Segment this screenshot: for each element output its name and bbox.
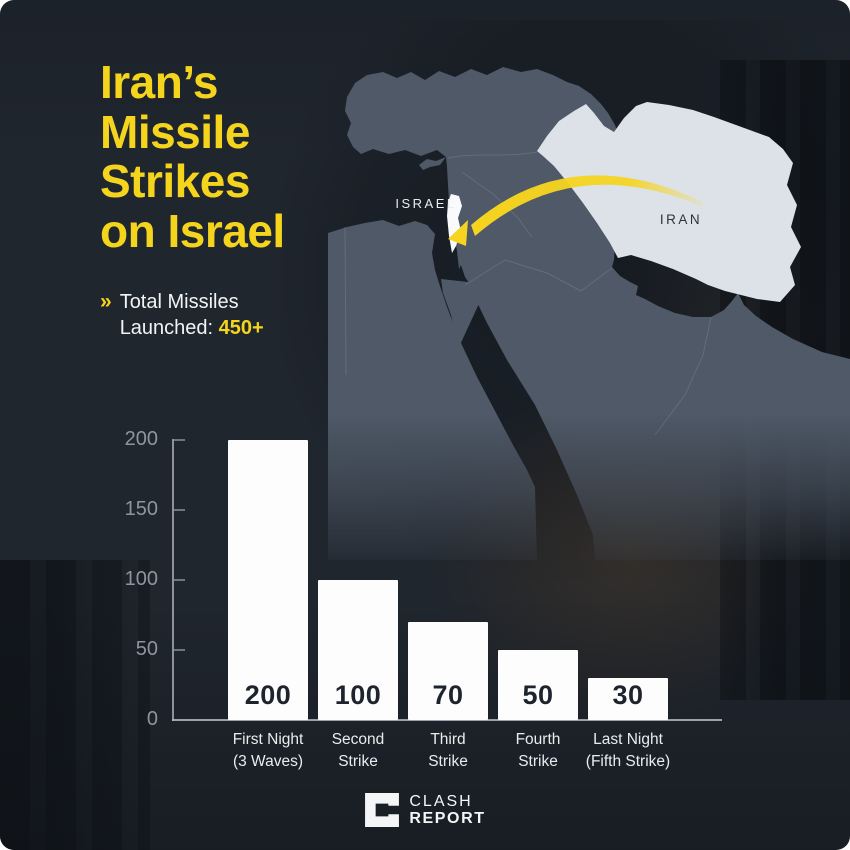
bar-value-label: 30 bbox=[612, 680, 644, 710]
y-tick-label: 100 bbox=[124, 568, 158, 590]
y-tick-label: 0 bbox=[146, 708, 158, 730]
page-title: Iran’s Missile Strikes on Israel bbox=[100, 56, 360, 257]
x-axis-line bbox=[172, 719, 722, 721]
egypt-shape bbox=[328, 220, 537, 560]
category-line: Second bbox=[331, 731, 385, 748]
bar-third-strike: 70 bbox=[408, 622, 488, 720]
sinai-shape bbox=[441, 279, 483, 347]
total-missiles-callout: » Total Missiles Launched: 450+ bbox=[100, 289, 264, 341]
cyprus-shape bbox=[419, 157, 446, 170]
bar-second-strike: 100 bbox=[318, 580, 398, 720]
y-tick-label: 200 bbox=[124, 428, 158, 450]
bar-category-label: Third Strike bbox=[378, 729, 518, 773]
y-tick-mark bbox=[174, 439, 185, 441]
category-line: (3 Waves) bbox=[232, 753, 304, 770]
map-label-israel: ISRAEL bbox=[395, 196, 456, 211]
title-block: Iran’s Missile Strikes on Israel bbox=[100, 56, 360, 257]
bar-category-label: First Night (3 Waves) bbox=[198, 729, 338, 773]
total-missiles-value: 450+ bbox=[218, 317, 264, 339]
bar-value-label: 100 bbox=[334, 680, 382, 710]
y-tick-label: 50 bbox=[135, 638, 158, 660]
y-tick-mark bbox=[174, 509, 185, 511]
category-line: (Fifth Strike) bbox=[585, 753, 671, 770]
missile-arrow-head bbox=[448, 220, 468, 246]
missile-arrow bbox=[471, 175, 703, 236]
bar-category-label: Fourth Strike bbox=[468, 729, 608, 773]
y-tick-mark bbox=[174, 649, 185, 651]
title-line-3: Strikes bbox=[100, 155, 250, 207]
category-line: First Night bbox=[232, 731, 304, 748]
category-line: Strike bbox=[338, 753, 378, 770]
brand-text: CLASH REPORT bbox=[409, 793, 485, 827]
clash-report-logo-icon bbox=[365, 793, 400, 827]
bar-value-label: 50 bbox=[522, 680, 554, 710]
title-line-2: Missile bbox=[100, 105, 250, 158]
category-line: Last Night bbox=[593, 731, 663, 748]
category-line: Strike bbox=[518, 753, 558, 770]
bar-last-night: 30 bbox=[588, 678, 668, 720]
brand-name-clash: CLASH bbox=[409, 793, 473, 810]
iran-shape bbox=[537, 102, 801, 302]
category-line: Strike bbox=[428, 753, 468, 770]
bar-category-label: Last Night (Fifth Strike) bbox=[558, 729, 698, 773]
landmass-shape bbox=[345, 67, 850, 560]
category-line: Third bbox=[430, 731, 466, 748]
bar-value-label: 200 bbox=[244, 680, 292, 710]
subtitle-line-2-prefix: Launched: bbox=[119, 317, 214, 339]
total-missiles-text: Total Missiles Launched: 450+ bbox=[120, 289, 264, 341]
title-line-1: Iran’s bbox=[100, 56, 219, 108]
y-tick-mark bbox=[174, 579, 185, 581]
map-label-iran: IRAN bbox=[660, 212, 702, 227]
subtitle-line-1: Total Missiles bbox=[119, 291, 239, 313]
category-line: Fourth bbox=[515, 731, 561, 748]
bar-value-label: 70 bbox=[432, 680, 464, 710]
bar-fourth-strike: 50 bbox=[498, 650, 578, 720]
brand-name-report: REPORT bbox=[409, 810, 486, 827]
middle-east-map: ISRAEL IRAN bbox=[328, 67, 850, 560]
brand-logo: CLASH REPORT bbox=[0, 792, 850, 828]
y-axis-line bbox=[172, 439, 174, 721]
title-line-4: on Israel bbox=[100, 204, 285, 257]
bar-category-label: Second Strike bbox=[288, 729, 428, 773]
double-chevron-icon: » bbox=[100, 290, 112, 313]
country-borders bbox=[344, 151, 712, 436]
bar-first-night: 200 bbox=[228, 440, 308, 720]
y-tick-label: 150 bbox=[124, 498, 158, 520]
